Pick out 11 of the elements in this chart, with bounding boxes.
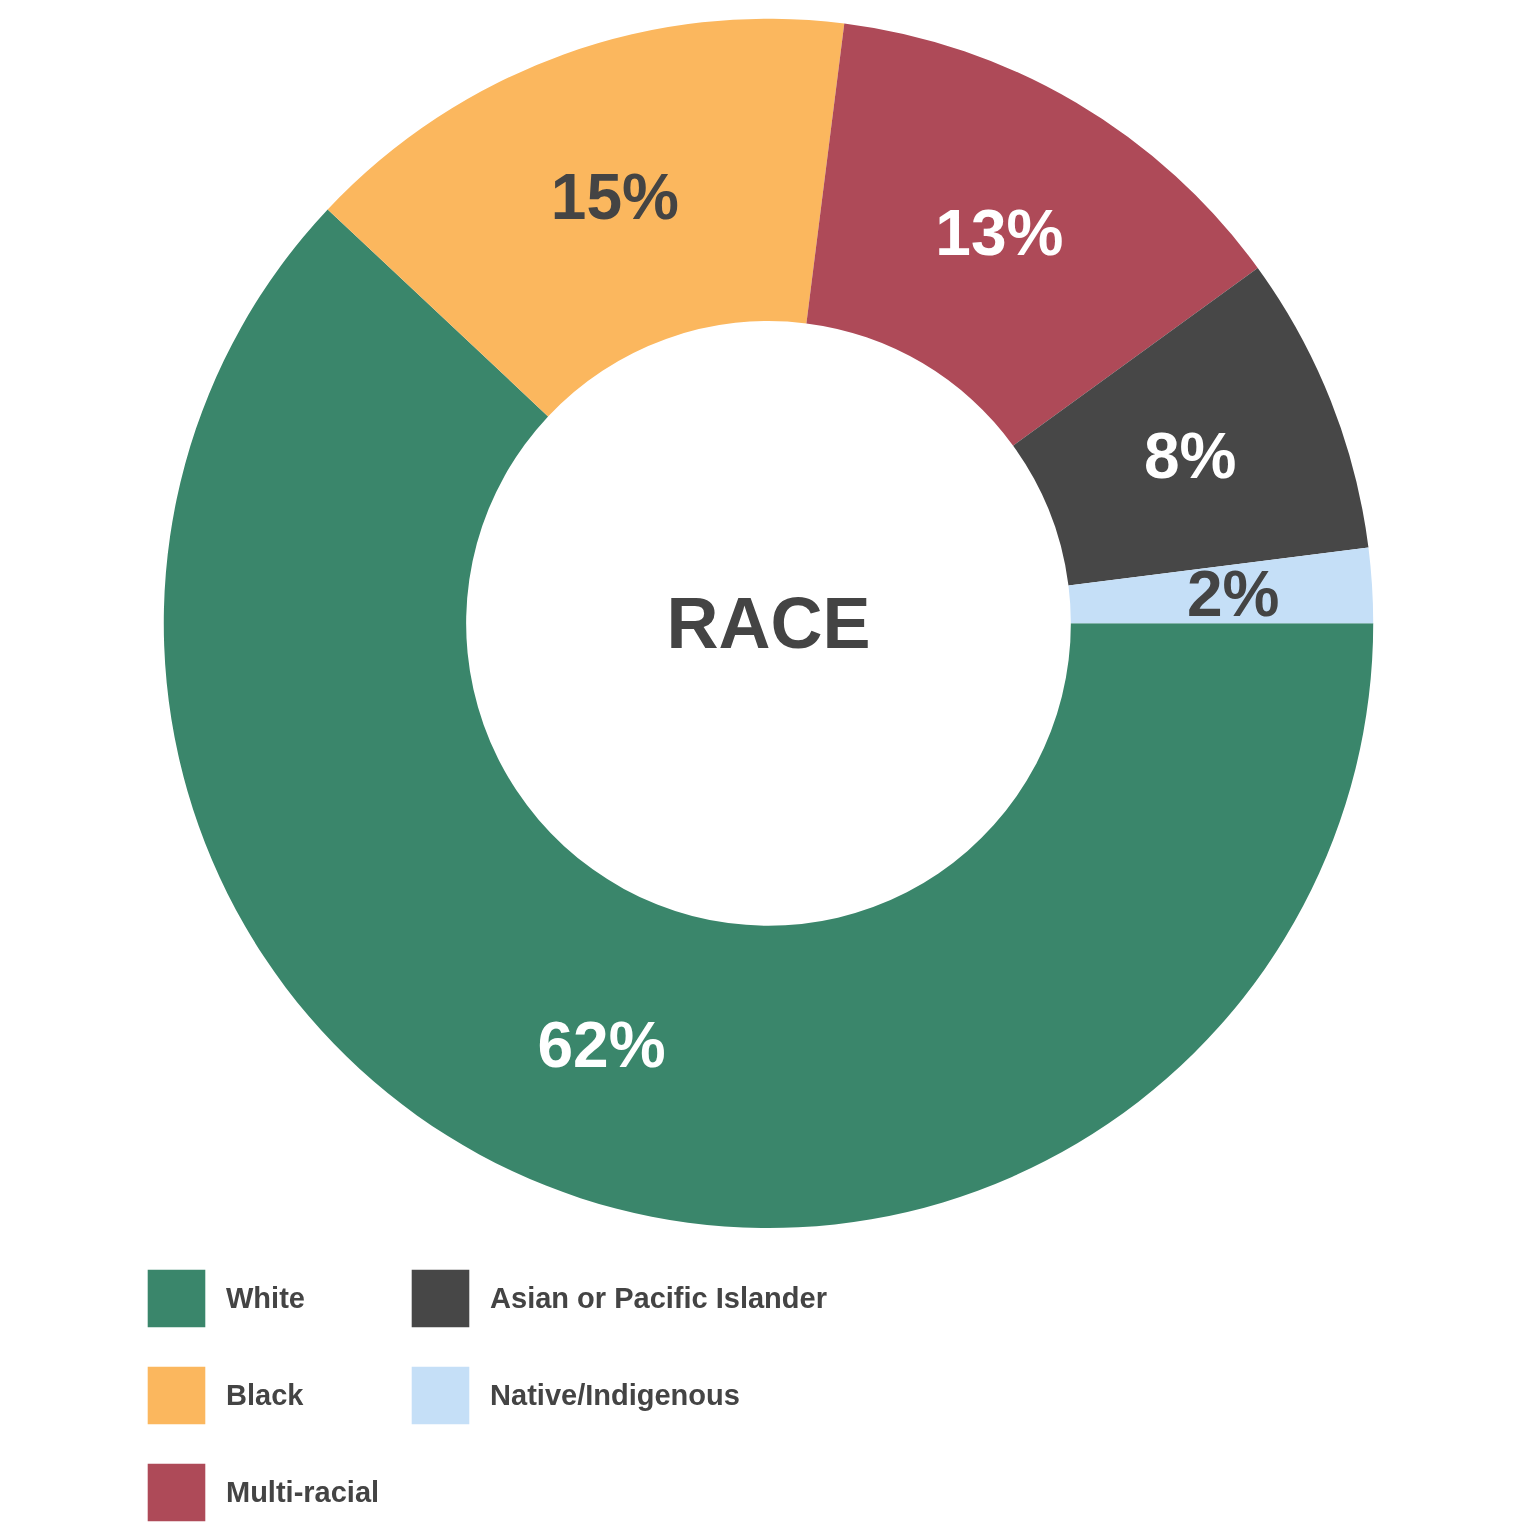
text: RACE — [666, 583, 871, 664]
legend-label: Black — [226, 1377, 304, 1413]
legend-label: Multi-racial — [226, 1474, 380, 1510]
data-label: 2% — [1186, 558, 1280, 631]
data-label: 62% — [537, 1009, 666, 1082]
data-label: 8% — [1143, 420, 1237, 493]
legend-label: Asian or Pacific Islander — [490, 1280, 827, 1316]
legend-label: Native/Indigenous — [490, 1377, 740, 1413]
legend-label: White — [226, 1280, 305, 1316]
data-label: 13% — [935, 196, 1064, 269]
data-label: 15% — [550, 160, 679, 233]
